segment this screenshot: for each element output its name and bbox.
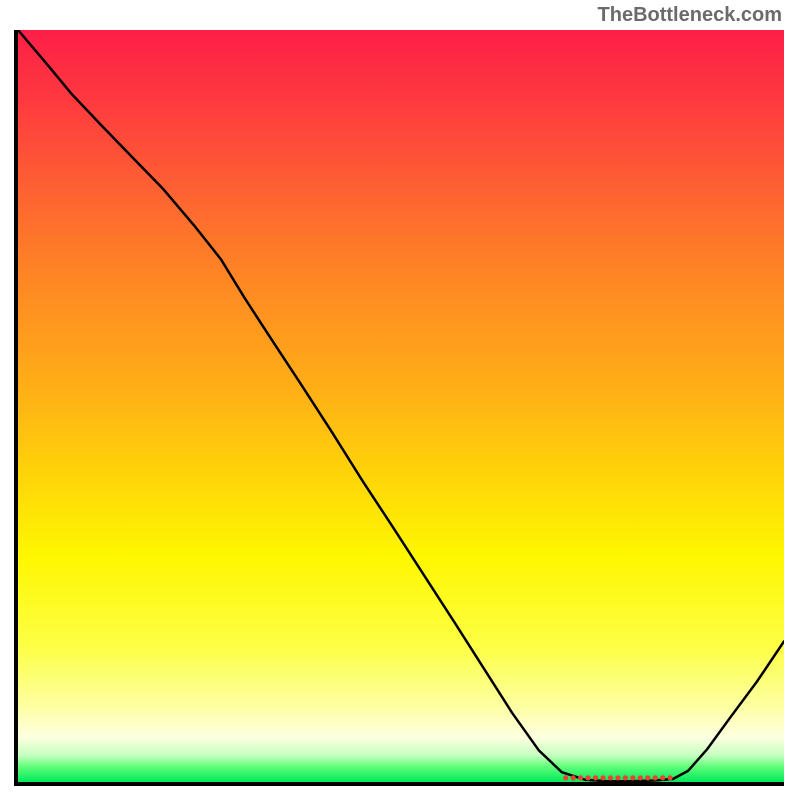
optimum-marker-band: [563, 775, 673, 780]
attribution-text: TheBottleneck.com: [598, 4, 782, 27]
chart-overlay-svg: [18, 30, 784, 782]
chart-plot-area: [14, 30, 784, 786]
bottleneck-curve: [18, 30, 784, 781]
